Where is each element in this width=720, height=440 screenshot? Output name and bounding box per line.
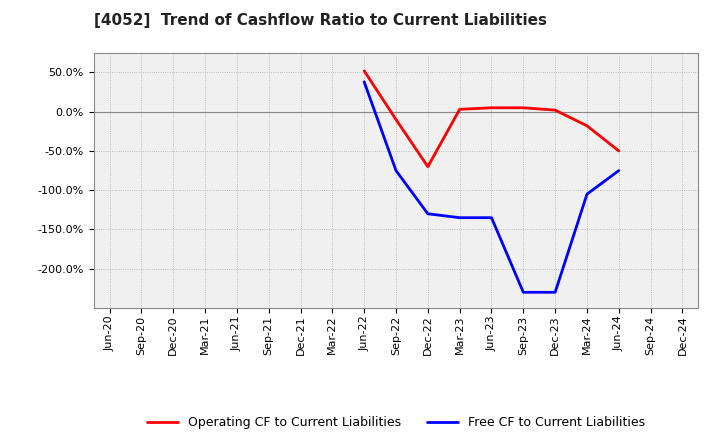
Operating CF to Current Liabilities	[551, 107, 559, 113]
Operating CF to Current Liabilities	[392, 117, 400, 122]
Free CF to Current Liabilities	[614, 168, 623, 173]
Free CF to Current Liabilities	[455, 215, 464, 220]
Operating CF to Current Liabilities	[487, 105, 496, 110]
Operating CF to Current Liabilities	[360, 68, 369, 73]
Free CF to Current Liabilities	[582, 191, 591, 197]
Free CF to Current Liabilities	[360, 79, 369, 84]
Free CF to Current Liabilities	[423, 211, 432, 216]
Line: Free CF to Current Liabilities: Free CF to Current Liabilities	[364, 82, 618, 292]
Operating CF to Current Liabilities	[582, 123, 591, 128]
Free CF to Current Liabilities	[519, 290, 528, 295]
Free CF to Current Liabilities	[392, 168, 400, 173]
Operating CF to Current Liabilities	[614, 148, 623, 154]
Free CF to Current Liabilities	[551, 290, 559, 295]
Operating CF to Current Liabilities	[519, 105, 528, 110]
Legend: Operating CF to Current Liabilities, Free CF to Current Liabilities: Operating CF to Current Liabilities, Fre…	[142, 411, 650, 434]
Operating CF to Current Liabilities	[423, 164, 432, 169]
Line: Operating CF to Current Liabilities: Operating CF to Current Liabilities	[364, 71, 618, 167]
Operating CF to Current Liabilities	[455, 106, 464, 112]
Free CF to Current Liabilities	[487, 215, 496, 220]
Text: [4052]  Trend of Cashflow Ratio to Current Liabilities: [4052] Trend of Cashflow Ratio to Curren…	[94, 13, 546, 28]
